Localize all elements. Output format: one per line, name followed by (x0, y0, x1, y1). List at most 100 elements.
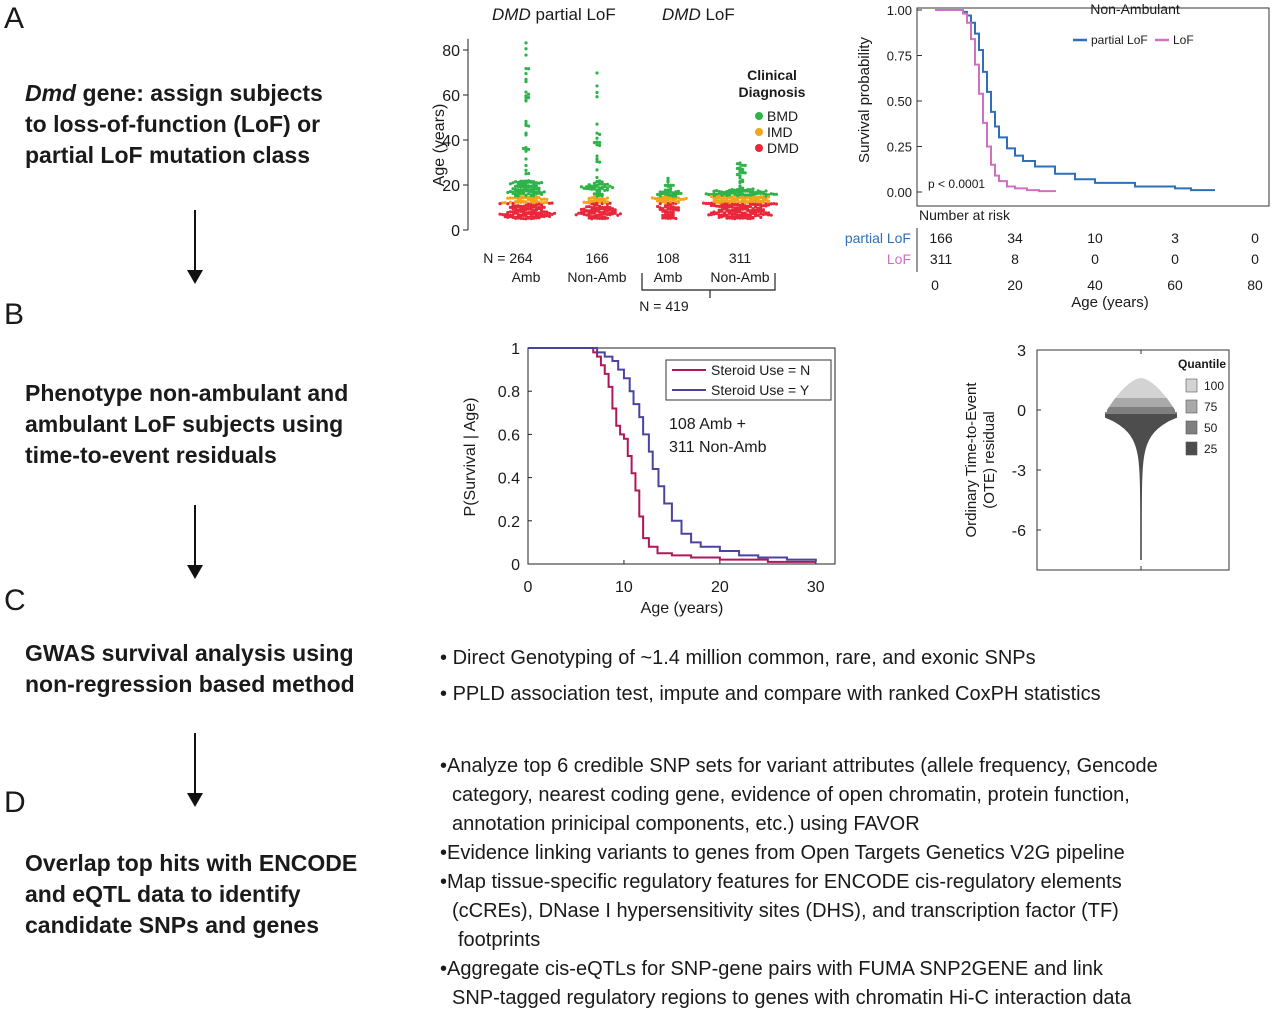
data-point (587, 196, 591, 201)
data-point (738, 184, 742, 188)
y-tick-label: 0.2 (498, 514, 520, 531)
data-point (761, 198, 765, 202)
legend-steroid-y-label: Steroid Use = Y (711, 382, 810, 398)
data-point (605, 212, 609, 217)
data-point (751, 216, 755, 220)
group-label: Amb (512, 269, 541, 285)
data-point (600, 207, 604, 211)
data-point (661, 216, 665, 220)
data-point (707, 201, 711, 206)
data-point (516, 183, 520, 187)
data-point (532, 200, 536, 205)
data-point (746, 209, 750, 213)
data-point (748, 199, 752, 203)
data-point (661, 209, 665, 213)
data-point (743, 204, 747, 208)
data-point (595, 157, 599, 161)
data-point (733, 206, 737, 210)
data-point (605, 216, 609, 220)
data-point (725, 213, 729, 217)
step-b-line-1: Phenotype non-ambulant and (25, 380, 349, 406)
data-point (663, 213, 667, 217)
data-point (735, 206, 739, 210)
data-point (524, 95, 528, 100)
data-point (600, 196, 604, 200)
data-point (743, 193, 747, 197)
data-point (595, 154, 599, 158)
data-point (746, 196, 750, 200)
title-group-2: DMD LoF (662, 5, 735, 24)
data-point (592, 214, 596, 219)
data-point (751, 190, 755, 194)
step-a-text: Dmd gene: assign subjects to loss-of-fun… (25, 78, 323, 171)
data-point (532, 198, 536, 202)
data-point (590, 196, 594, 200)
data-point (715, 189, 719, 193)
flow-arrow-a-b (187, 210, 203, 284)
annotation-line-1: 108 Amb + (669, 416, 746, 433)
data-point (542, 214, 546, 219)
data-point (741, 204, 745, 209)
data-point (743, 216, 747, 220)
y-axis-label-1: Ordinary Time-to-Event (963, 382, 980, 538)
data-point (674, 190, 678, 194)
data-point (730, 198, 734, 202)
data-point (595, 122, 599, 126)
data-point (540, 206, 544, 210)
data-point (611, 207, 615, 211)
data-point (676, 189, 680, 193)
data-point (722, 203, 726, 207)
data-point (540, 180, 544, 185)
legend-swatch (1185, 378, 1198, 393)
data-point (542, 201, 546, 205)
y-tick-label: 80 (442, 43, 460, 60)
data-point (519, 185, 523, 189)
data-point (756, 206, 760, 211)
data-point (730, 195, 734, 199)
data-point (529, 179, 533, 183)
risk-value: 311 (930, 251, 953, 267)
step-d-line-2: and eQTL data to identify (25, 881, 301, 907)
data-point (754, 191, 758, 195)
data-point (756, 203, 760, 207)
data-point (545, 214, 549, 218)
data-point (656, 199, 660, 203)
data-point (532, 194, 536, 198)
data-point (722, 205, 726, 210)
data-point (600, 199, 604, 203)
data-point (537, 186, 541, 190)
step-c-line-2: non-regression based method (25, 671, 355, 697)
data-point (671, 215, 675, 219)
data-point (709, 194, 713, 198)
data-point (707, 192, 711, 197)
data-point (671, 183, 675, 187)
data-point (524, 119, 528, 123)
group-n-label: 311 (729, 250, 752, 266)
data-point (516, 188, 520, 192)
data-point (717, 215, 721, 220)
data-point (529, 201, 533, 205)
y-tick-label: 60 (442, 88, 460, 105)
data-point (511, 210, 515, 214)
x-tick-label: 0 (524, 579, 533, 596)
data-point (712, 199, 716, 204)
data-point (743, 163, 747, 167)
step-a-line-2: to loss-of-function (LoF) or (25, 111, 321, 137)
data-point (733, 194, 737, 198)
data-point (759, 212, 763, 216)
data-point (514, 209, 518, 213)
data-point (519, 209, 523, 214)
data-point (534, 181, 538, 185)
data-point (534, 203, 538, 207)
data-point (521, 183, 525, 188)
data-point (761, 200, 765, 204)
data-point (590, 215, 594, 219)
data-point (521, 188, 525, 192)
survival-line-lof (935, 9, 1056, 193)
legend-box (665, 359, 832, 401)
data-point (661, 190, 665, 194)
data-point (674, 208, 678, 212)
data-point (587, 211, 591, 215)
data-point (666, 188, 670, 192)
data-point (741, 186, 745, 190)
